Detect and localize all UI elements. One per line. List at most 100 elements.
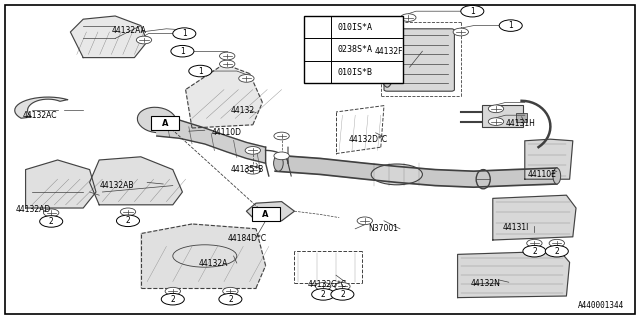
Circle shape [401, 14, 416, 21]
Circle shape [488, 118, 504, 125]
Text: 44184D*C: 44184D*C [227, 234, 266, 243]
Text: A: A [162, 119, 168, 128]
Text: 2: 2 [125, 216, 131, 225]
Polygon shape [26, 160, 96, 208]
Circle shape [331, 289, 354, 300]
Circle shape [161, 293, 184, 305]
Circle shape [545, 245, 568, 257]
Text: 44132A: 44132A [198, 260, 228, 268]
Text: 2: 2 [170, 295, 175, 304]
Polygon shape [186, 64, 262, 128]
Circle shape [357, 217, 372, 225]
Circle shape [136, 36, 152, 44]
Text: 44132G*C: 44132G*C [307, 280, 346, 289]
Circle shape [488, 105, 504, 113]
Circle shape [223, 287, 238, 295]
Circle shape [120, 208, 136, 216]
Text: 44132AC: 44132AC [22, 111, 57, 120]
Text: 0238S*A: 0238S*A [337, 45, 372, 54]
Text: 2: 2 [49, 217, 54, 226]
Text: 44132N: 44132N [470, 279, 500, 288]
FancyBboxPatch shape [252, 207, 280, 221]
Text: 1: 1 [470, 7, 475, 16]
Circle shape [316, 283, 331, 290]
Polygon shape [525, 139, 573, 179]
Text: 44132F: 44132F [374, 47, 403, 56]
Circle shape [549, 239, 564, 247]
Circle shape [173, 28, 196, 39]
Polygon shape [246, 202, 294, 221]
Circle shape [171, 45, 194, 57]
Polygon shape [157, 118, 266, 163]
Text: A: A [262, 210, 269, 219]
Text: 44132AB: 44132AB [99, 181, 134, 190]
Text: 3: 3 [316, 68, 321, 76]
Circle shape [312, 289, 335, 300]
FancyBboxPatch shape [151, 116, 179, 130]
Circle shape [116, 215, 140, 227]
Polygon shape [15, 97, 68, 118]
Ellipse shape [379, 28, 396, 87]
Polygon shape [493, 195, 576, 240]
Circle shape [245, 147, 260, 154]
Text: 44110E: 44110E [528, 170, 557, 179]
Circle shape [189, 65, 212, 77]
Circle shape [220, 52, 235, 60]
Circle shape [219, 293, 242, 305]
Circle shape [308, 44, 329, 55]
FancyBboxPatch shape [384, 29, 454, 91]
Ellipse shape [138, 107, 176, 133]
Polygon shape [458, 251, 570, 298]
Circle shape [461, 5, 484, 17]
Polygon shape [141, 224, 266, 288]
Text: N37001: N37001 [368, 224, 398, 233]
Text: 2: 2 [316, 45, 321, 54]
Ellipse shape [371, 164, 422, 185]
Text: 2: 2 [321, 290, 326, 299]
Ellipse shape [273, 155, 283, 171]
Circle shape [274, 152, 289, 160]
Circle shape [245, 166, 260, 174]
FancyBboxPatch shape [5, 5, 635, 314]
Circle shape [220, 60, 235, 68]
Text: 44135*B: 44135*B [230, 165, 264, 174]
Text: 44132AD: 44132AD [16, 205, 51, 214]
Text: 010IS*B: 010IS*B [337, 68, 372, 76]
Text: 44132D*C: 44132D*C [349, 135, 388, 144]
Circle shape [453, 28, 468, 36]
Circle shape [44, 209, 59, 217]
Text: 2: 2 [554, 247, 559, 256]
FancyBboxPatch shape [304, 16, 403, 83]
Circle shape [499, 20, 522, 31]
Text: 44110D: 44110D [211, 128, 241, 137]
Text: 2: 2 [228, 295, 233, 304]
Circle shape [239, 75, 254, 82]
Circle shape [527, 239, 542, 247]
Text: 2: 2 [340, 290, 345, 299]
Circle shape [274, 132, 289, 140]
Text: 44132AA: 44132AA [112, 26, 147, 35]
Circle shape [523, 245, 546, 257]
Polygon shape [70, 16, 147, 58]
Circle shape [40, 216, 63, 227]
Text: A440001344: A440001344 [578, 301, 624, 310]
Text: 44131I: 44131I [502, 223, 529, 232]
Text: 1: 1 [198, 67, 203, 76]
Circle shape [308, 22, 329, 32]
Circle shape [165, 287, 180, 295]
FancyBboxPatch shape [516, 113, 527, 122]
Text: 44131H: 44131H [506, 119, 536, 128]
Polygon shape [90, 157, 182, 205]
Circle shape [335, 283, 350, 290]
FancyBboxPatch shape [482, 105, 523, 127]
Text: 1: 1 [180, 47, 185, 56]
Text: 1: 1 [508, 21, 513, 30]
Polygon shape [275, 155, 557, 187]
Text: 2: 2 [532, 247, 537, 256]
Text: 44132: 44132 [230, 106, 255, 115]
Ellipse shape [553, 168, 561, 184]
Text: 1: 1 [316, 23, 321, 32]
Circle shape [308, 67, 329, 77]
Text: 010IS*A: 010IS*A [337, 23, 372, 32]
Text: 1: 1 [182, 29, 187, 38]
